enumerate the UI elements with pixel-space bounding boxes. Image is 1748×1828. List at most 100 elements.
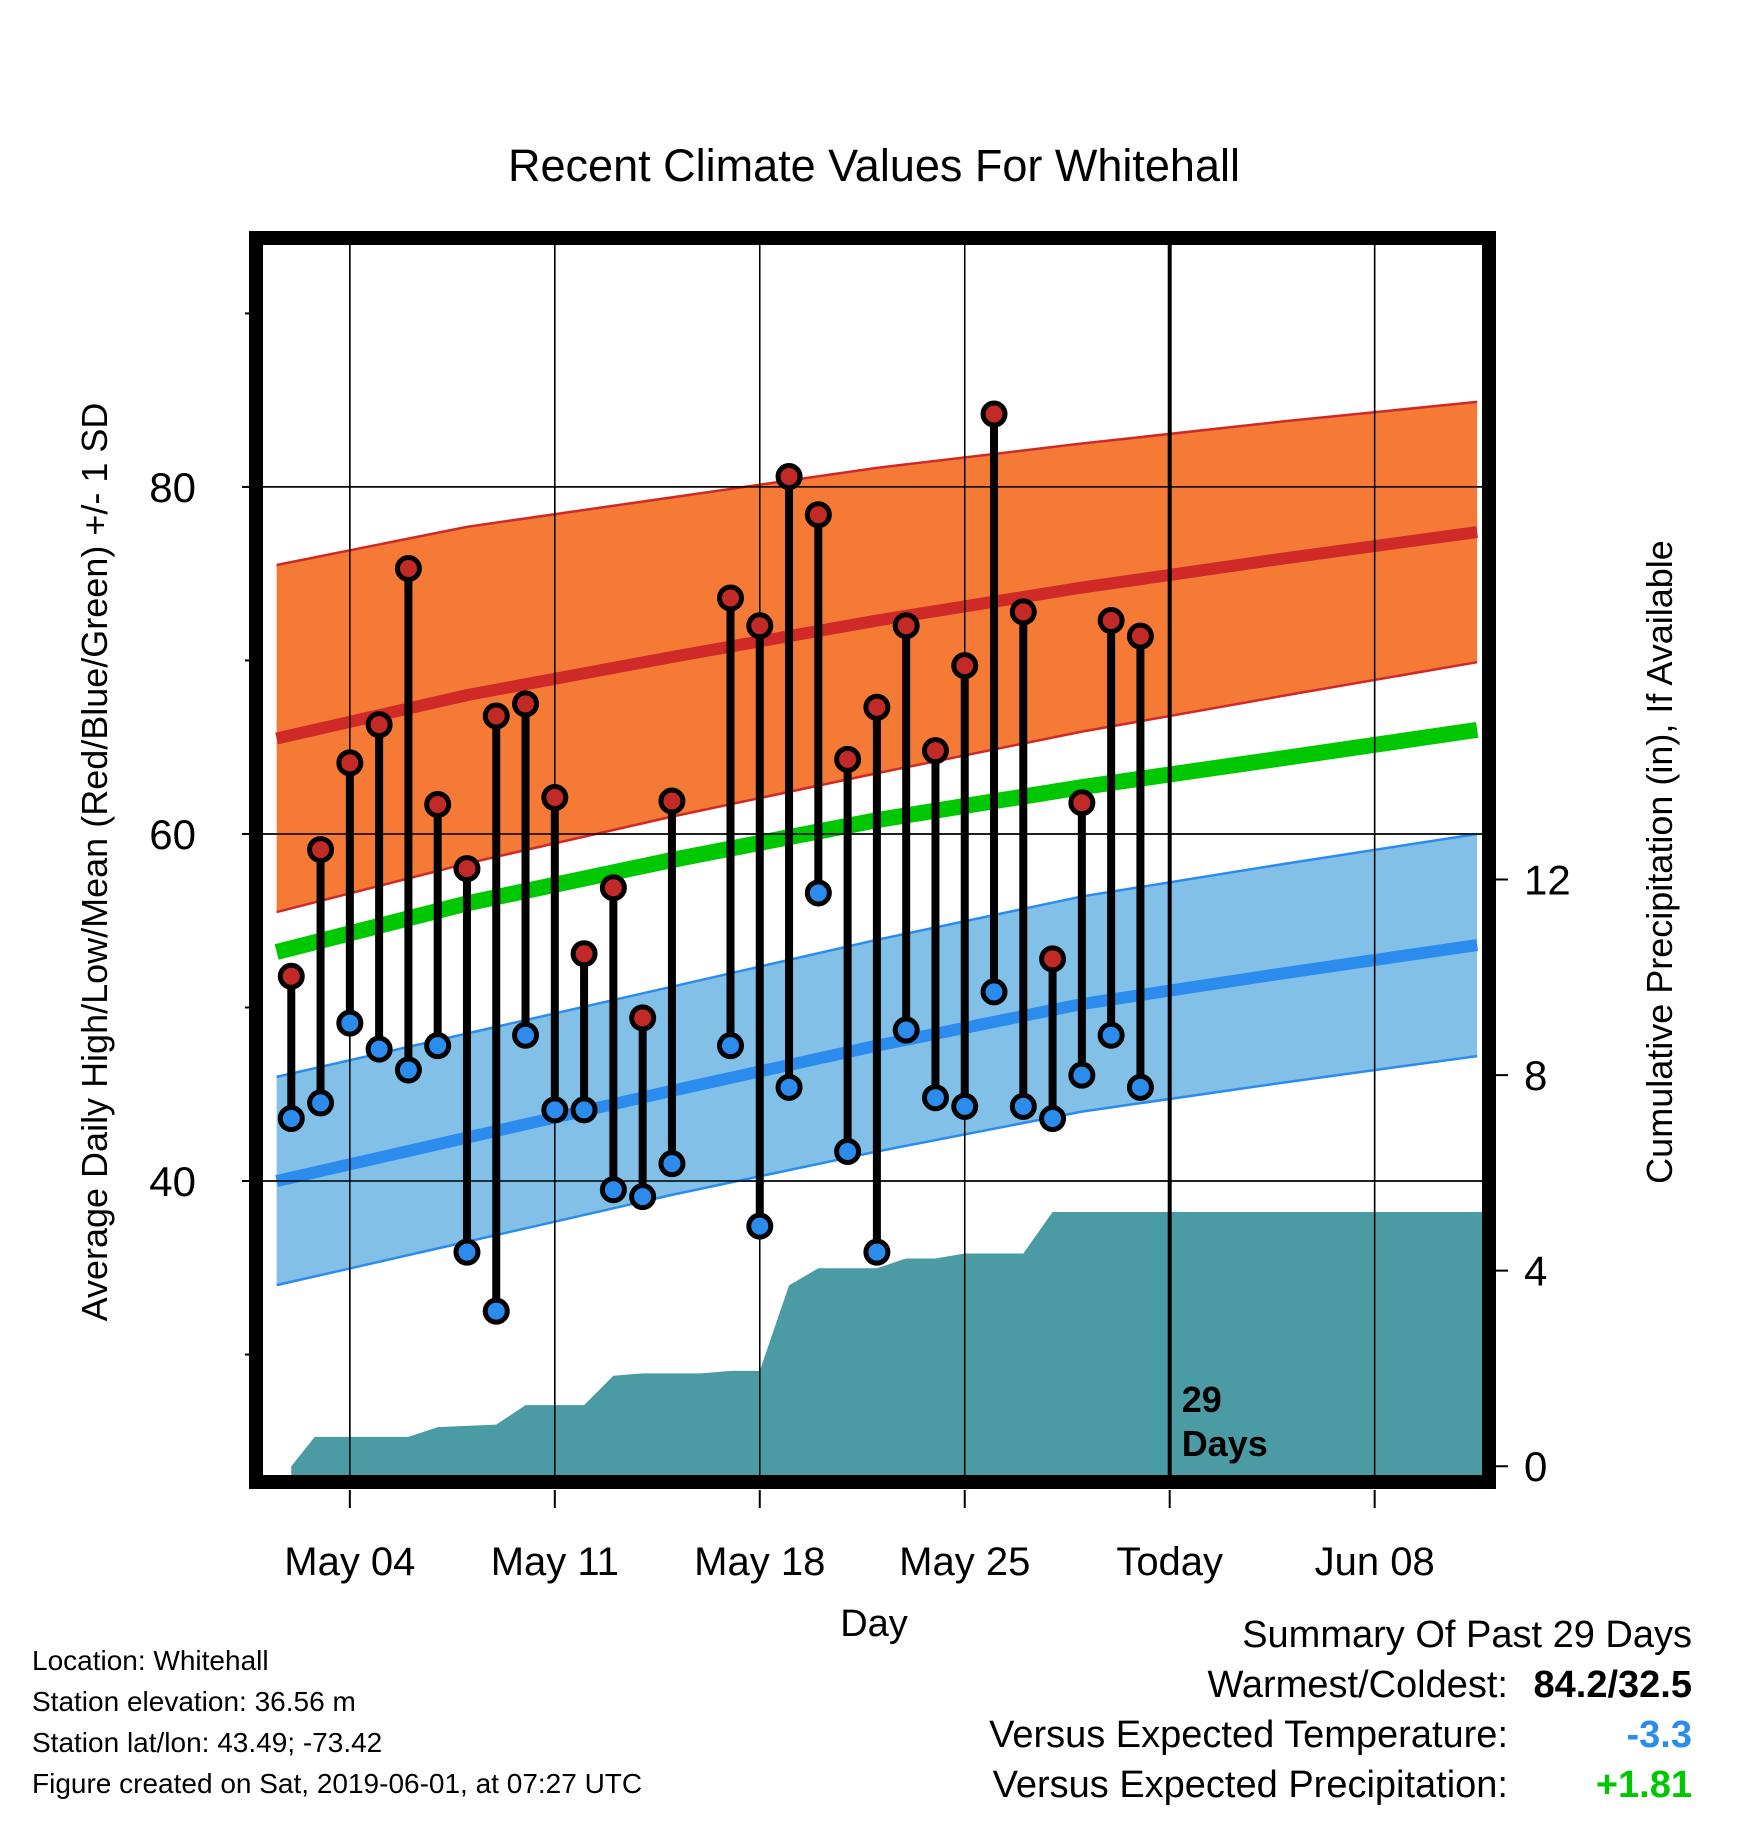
daily-low-marker	[834, 1138, 862, 1166]
daily-high-marker	[1039, 945, 1067, 973]
daily-low-marker	[482, 1297, 510, 1325]
plot-frame	[249, 231, 1496, 1489]
daily-low-marker	[336, 1009, 364, 1037]
summary-warmest-coldest-row: Warmest/Coldest: 84.2/32.5	[989, 1660, 1692, 1710]
daily-high-marker	[365, 711, 393, 739]
station-info: Location: Whitehall Station elevation: 3…	[32, 1640, 642, 1804]
x-tick-label: May 18	[694, 1540, 825, 1584]
left-tick-label: 40	[149, 1158, 196, 1205]
daily-high-marker	[336, 749, 364, 777]
daily-high-marker	[863, 693, 891, 721]
summary-panel: Summary Of Past 29 Days Warmest/Coldest:…	[989, 1610, 1692, 1810]
daily-high-marker	[307, 836, 335, 864]
high-sd-band	[276, 401, 1478, 913]
daily-high-marker	[658, 787, 686, 815]
daily-low-marker	[453, 1238, 481, 1266]
daily-low-marker	[599, 1176, 627, 1204]
info-location: Location: Whitehall	[32, 1645, 269, 1676]
right-tick-label: 0	[1524, 1443, 1547, 1490]
daily-low-marker	[277, 1105, 305, 1133]
x-tick-label: May 25	[899, 1540, 1030, 1584]
x-tick-label: Jun 08	[1315, 1540, 1435, 1584]
daily-low-marker	[424, 1032, 452, 1060]
high-plus-sd-line	[276, 400, 1478, 567]
daily-high-marker	[277, 962, 305, 990]
daily-low-marker	[541, 1096, 569, 1124]
daily-high-marker	[716, 584, 744, 612]
warmest-coldest-value: 84.2/32.5	[1533, 1664, 1692, 1706]
daily-low-marker	[980, 978, 1008, 1006]
daily-high-marker	[804, 501, 832, 529]
daily-low-marker	[1097, 1021, 1125, 1049]
daily-high-marker	[1126, 622, 1154, 650]
x-tick-label: May 11	[491, 1540, 619, 1584]
x-axis-label: Day	[840, 1603, 908, 1645]
today-days-label: Days	[1182, 1423, 1268, 1464]
daily-low-marker	[746, 1212, 774, 1240]
daily-low-marker	[951, 1092, 979, 1120]
daily-high-marker	[512, 690, 540, 718]
daily-high-marker	[951, 652, 979, 680]
daily-low-marker	[658, 1150, 686, 1178]
daily-high-marker	[629, 1004, 657, 1032]
info-elevation: Station elevation: 36.56 m	[32, 1686, 356, 1717]
daily-low-marker	[892, 1016, 920, 1044]
today-days-count-label: 29	[1182, 1379, 1222, 1420]
daily-low-marker	[1009, 1092, 1037, 1120]
summary-title: Summary Of Past 29 Days	[1242, 1614, 1692, 1656]
daily-low-marker	[921, 1084, 949, 1112]
summary-temp-row: Versus Expected Temperature: -3.3	[989, 1710, 1692, 1760]
right-tick-label: 12	[1524, 857, 1571, 904]
x-tick-label: Today	[1116, 1540, 1223, 1584]
y-axis-left-label: Average Daily High/Low/Mean (Red/Blue/Gr…	[74, 403, 115, 1322]
right-tick-label: 4	[1524, 1248, 1547, 1295]
daily-high-marker	[424, 790, 452, 818]
daily-high-marker	[746, 612, 774, 640]
daily-high-marker	[394, 554, 422, 582]
daily-high-marker	[482, 702, 510, 730]
daily-high-marker	[834, 745, 862, 773]
daily-low-marker	[394, 1056, 422, 1084]
daily-low-marker	[1126, 1073, 1154, 1101]
daily-low-marker	[307, 1089, 335, 1117]
daily-high-marker	[775, 463, 803, 491]
info-created: Figure created on Sat, 2019-06-01, at 07…	[32, 1768, 643, 1799]
daily-high-marker	[570, 940, 598, 968]
x-tick-label: May 04	[284, 1540, 415, 1584]
daily-high-marker	[1068, 789, 1096, 817]
warmest-coldest-label: Warmest/Coldest:	[1207, 1664, 1508, 1706]
right-tick-label: 8	[1524, 1052, 1547, 1099]
daily-high-marker	[1097, 607, 1125, 635]
daily-low-marker	[863, 1238, 891, 1266]
daily-high-marker	[980, 400, 1008, 428]
daily-high-marker	[921, 737, 949, 765]
daily-high-marker	[541, 784, 569, 812]
daily-high-marker	[599, 874, 627, 902]
temp-departure-value: -3.3	[1626, 1714, 1692, 1756]
info-latlon: Station lat/lon: 43.49; -73.42	[32, 1727, 383, 1758]
daily-high-marker	[892, 612, 920, 640]
daily-low-marker	[570, 1096, 598, 1124]
daily-low-marker	[804, 879, 832, 907]
temp-departure-label: Versus Expected Temperature:	[989, 1714, 1508, 1756]
left-tick-label: 60	[149, 811, 196, 858]
cumulative-precip-area	[291, 1212, 1483, 1476]
climate-normals-layer	[262, 244, 1483, 1476]
precip-departure-label: Versus Expected Precipitation:	[992, 1764, 1508, 1806]
daily-low-marker	[775, 1073, 803, 1101]
left-tick-label: 80	[149, 464, 196, 511]
summary-precip-row: Versus Expected Precipitation: +1.81	[989, 1760, 1692, 1810]
daily-high-marker	[1009, 598, 1037, 626]
daily-low-marker	[512, 1021, 540, 1049]
normal-high-line	[275, 526, 1478, 745]
daily-low-marker	[1068, 1061, 1096, 1089]
daily-low-marker	[1039, 1105, 1067, 1133]
daily-low-marker	[629, 1183, 657, 1211]
daily-high-marker	[453, 855, 481, 883]
daily-low-marker	[365, 1035, 393, 1063]
precip-departure-value: +1.81	[1595, 1764, 1692, 1806]
chart-title: Recent Climate Values For Whitehall	[508, 140, 1240, 191]
daily-low-marker	[716, 1032, 744, 1060]
